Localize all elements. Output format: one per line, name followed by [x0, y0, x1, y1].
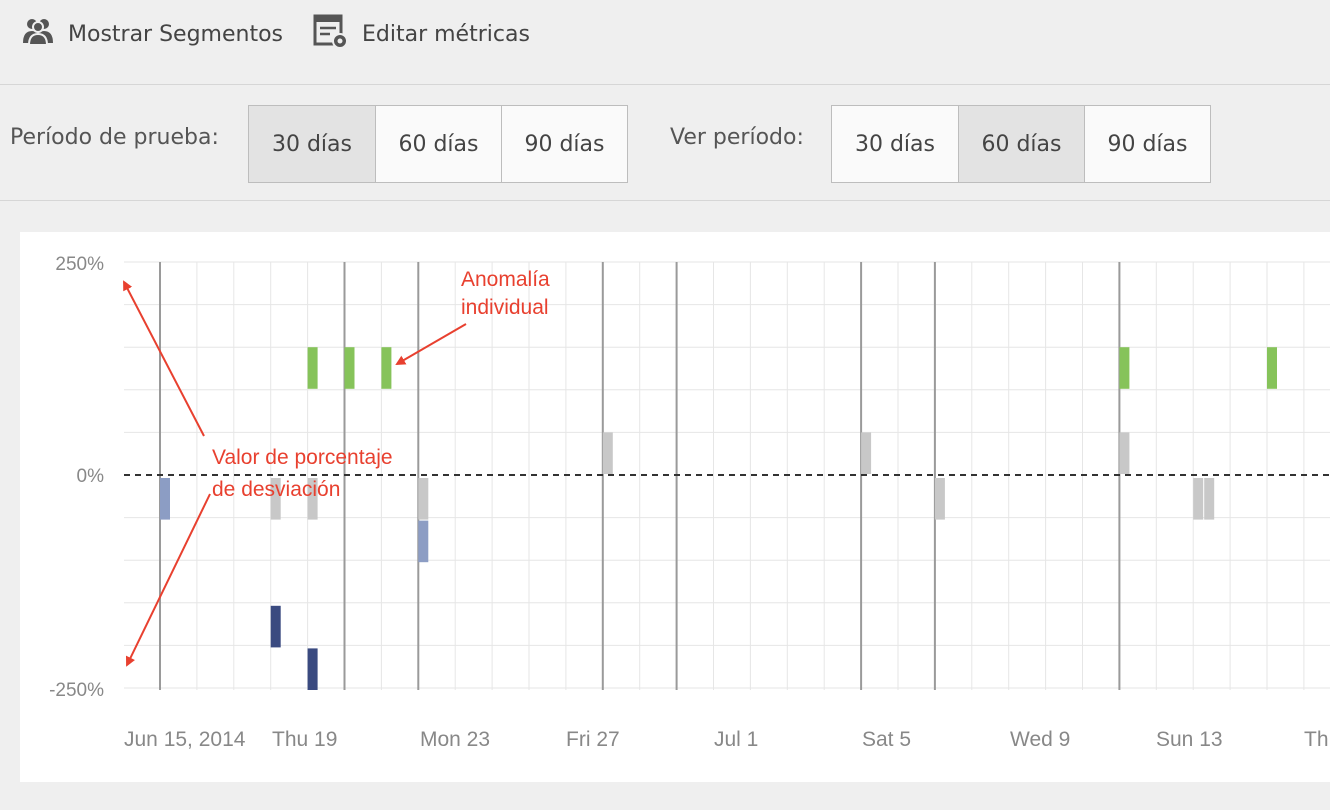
x-tick-label: Sat 5 [862, 728, 911, 751]
anomaly-bar[interactable] [1119, 347, 1130, 389]
toolbar: Mostrar Segmentos Editar métricas [0, 0, 1330, 85]
y-tick-label: 250% [55, 254, 104, 275]
deviation-annotation-line-2: de desviación [212, 478, 340, 501]
show-segments-button[interactable]: Mostrar Segmentos [20, 14, 283, 54]
edit-settings-icon [312, 12, 350, 56]
anomaly-annotation-arrow [395, 323, 467, 366]
anomaly-bar[interactable] [418, 520, 429, 563]
anomaly-bar[interactable] [418, 478, 429, 520]
anomaly-bar[interactable] [1119, 432, 1130, 474]
training-period-label: Período de prueba: [10, 125, 219, 150]
view-period-30-days[interactable]: 30 días [854, 131, 935, 157]
view-period-label: Ver período: [670, 125, 804, 150]
anomaly-bar[interactable] [307, 648, 318, 690]
anomaly-bar[interactable] [1267, 347, 1277, 389]
edit-metrics-label: Editar métricas [362, 21, 530, 47]
x-tick-label: Fri 27 [566, 728, 620, 751]
users-group-icon [20, 13, 56, 55]
x-tick-label: Sun 13 [1156, 728, 1223, 751]
training-period-60-days[interactable]: 60 días [375, 106, 501, 182]
view-period-90-days[interactable]: 90 días [1084, 106, 1210, 182]
view-period-selector: 30 días 60 días 90 días [831, 105, 1211, 183]
anomaly-bar[interactable] [307, 478, 318, 520]
x-tick-label: Thu 19 [272, 728, 337, 751]
x-tick-label: Wed 9 [1010, 728, 1070, 751]
anomaly-chart: 250% 0% -250% Jun 15, 2014 Thu 19 Mon 23… [49, 254, 1330, 751]
anomaly-bar[interactable] [1204, 478, 1215, 520]
view-period-60-days[interactable]: 60 días [958, 106, 1084, 182]
training-period-90-days[interactable]: 90 días [501, 106, 627, 182]
anomaly-annotation-line-2: individual [461, 296, 549, 319]
anomaly-bar[interactable] [1193, 478, 1204, 520]
training-period-selector: 30 días 60 días 90 días [248, 105, 628, 183]
anomaly-annotation-line-1: Anomalía [461, 268, 550, 291]
anomaly-chart-panel: 250% 0% -250% Jun 15, 2014 Thu 19 Mon 23… [20, 232, 1330, 782]
y-tick-label: 0% [77, 466, 105, 487]
x-tick-label: Mon 23 [420, 728, 490, 751]
y-tick-label: -250% [49, 680, 104, 701]
deviation-annotation-line-1: Valor de porcentaje [212, 446, 393, 469]
anomaly-bar[interactable] [160, 478, 170, 520]
period-bar [0, 85, 1330, 201]
deviation-annotation-arrow-up [123, 280, 205, 437]
anomaly-bar[interactable] [270, 605, 281, 648]
anomaly-bar[interactable] [934, 478, 945, 520]
anomaly-bar[interactable] [270, 478, 281, 520]
anomaly-bar[interactable] [307, 347, 318, 389]
x-tick-label: Th [1304, 728, 1329, 751]
anomaly-bar[interactable] [344, 347, 355, 389]
x-tick-label: Jul 1 [714, 728, 758, 751]
show-segments-label: Mostrar Segmentos [68, 21, 284, 47]
deviation-annotation-arrow-down [125, 493, 211, 667]
x-tick-label: Jun 15, 2014 [124, 728, 246, 751]
edit-metrics-button[interactable]: Editar métricas [312, 14, 530, 54]
training-period-30-days[interactable]: 30 días [249, 106, 375, 182]
anomaly-bar[interactable] [861, 432, 872, 474]
anomaly-bar[interactable] [381, 347, 392, 389]
anomaly-bar[interactable] [602, 432, 613, 474]
